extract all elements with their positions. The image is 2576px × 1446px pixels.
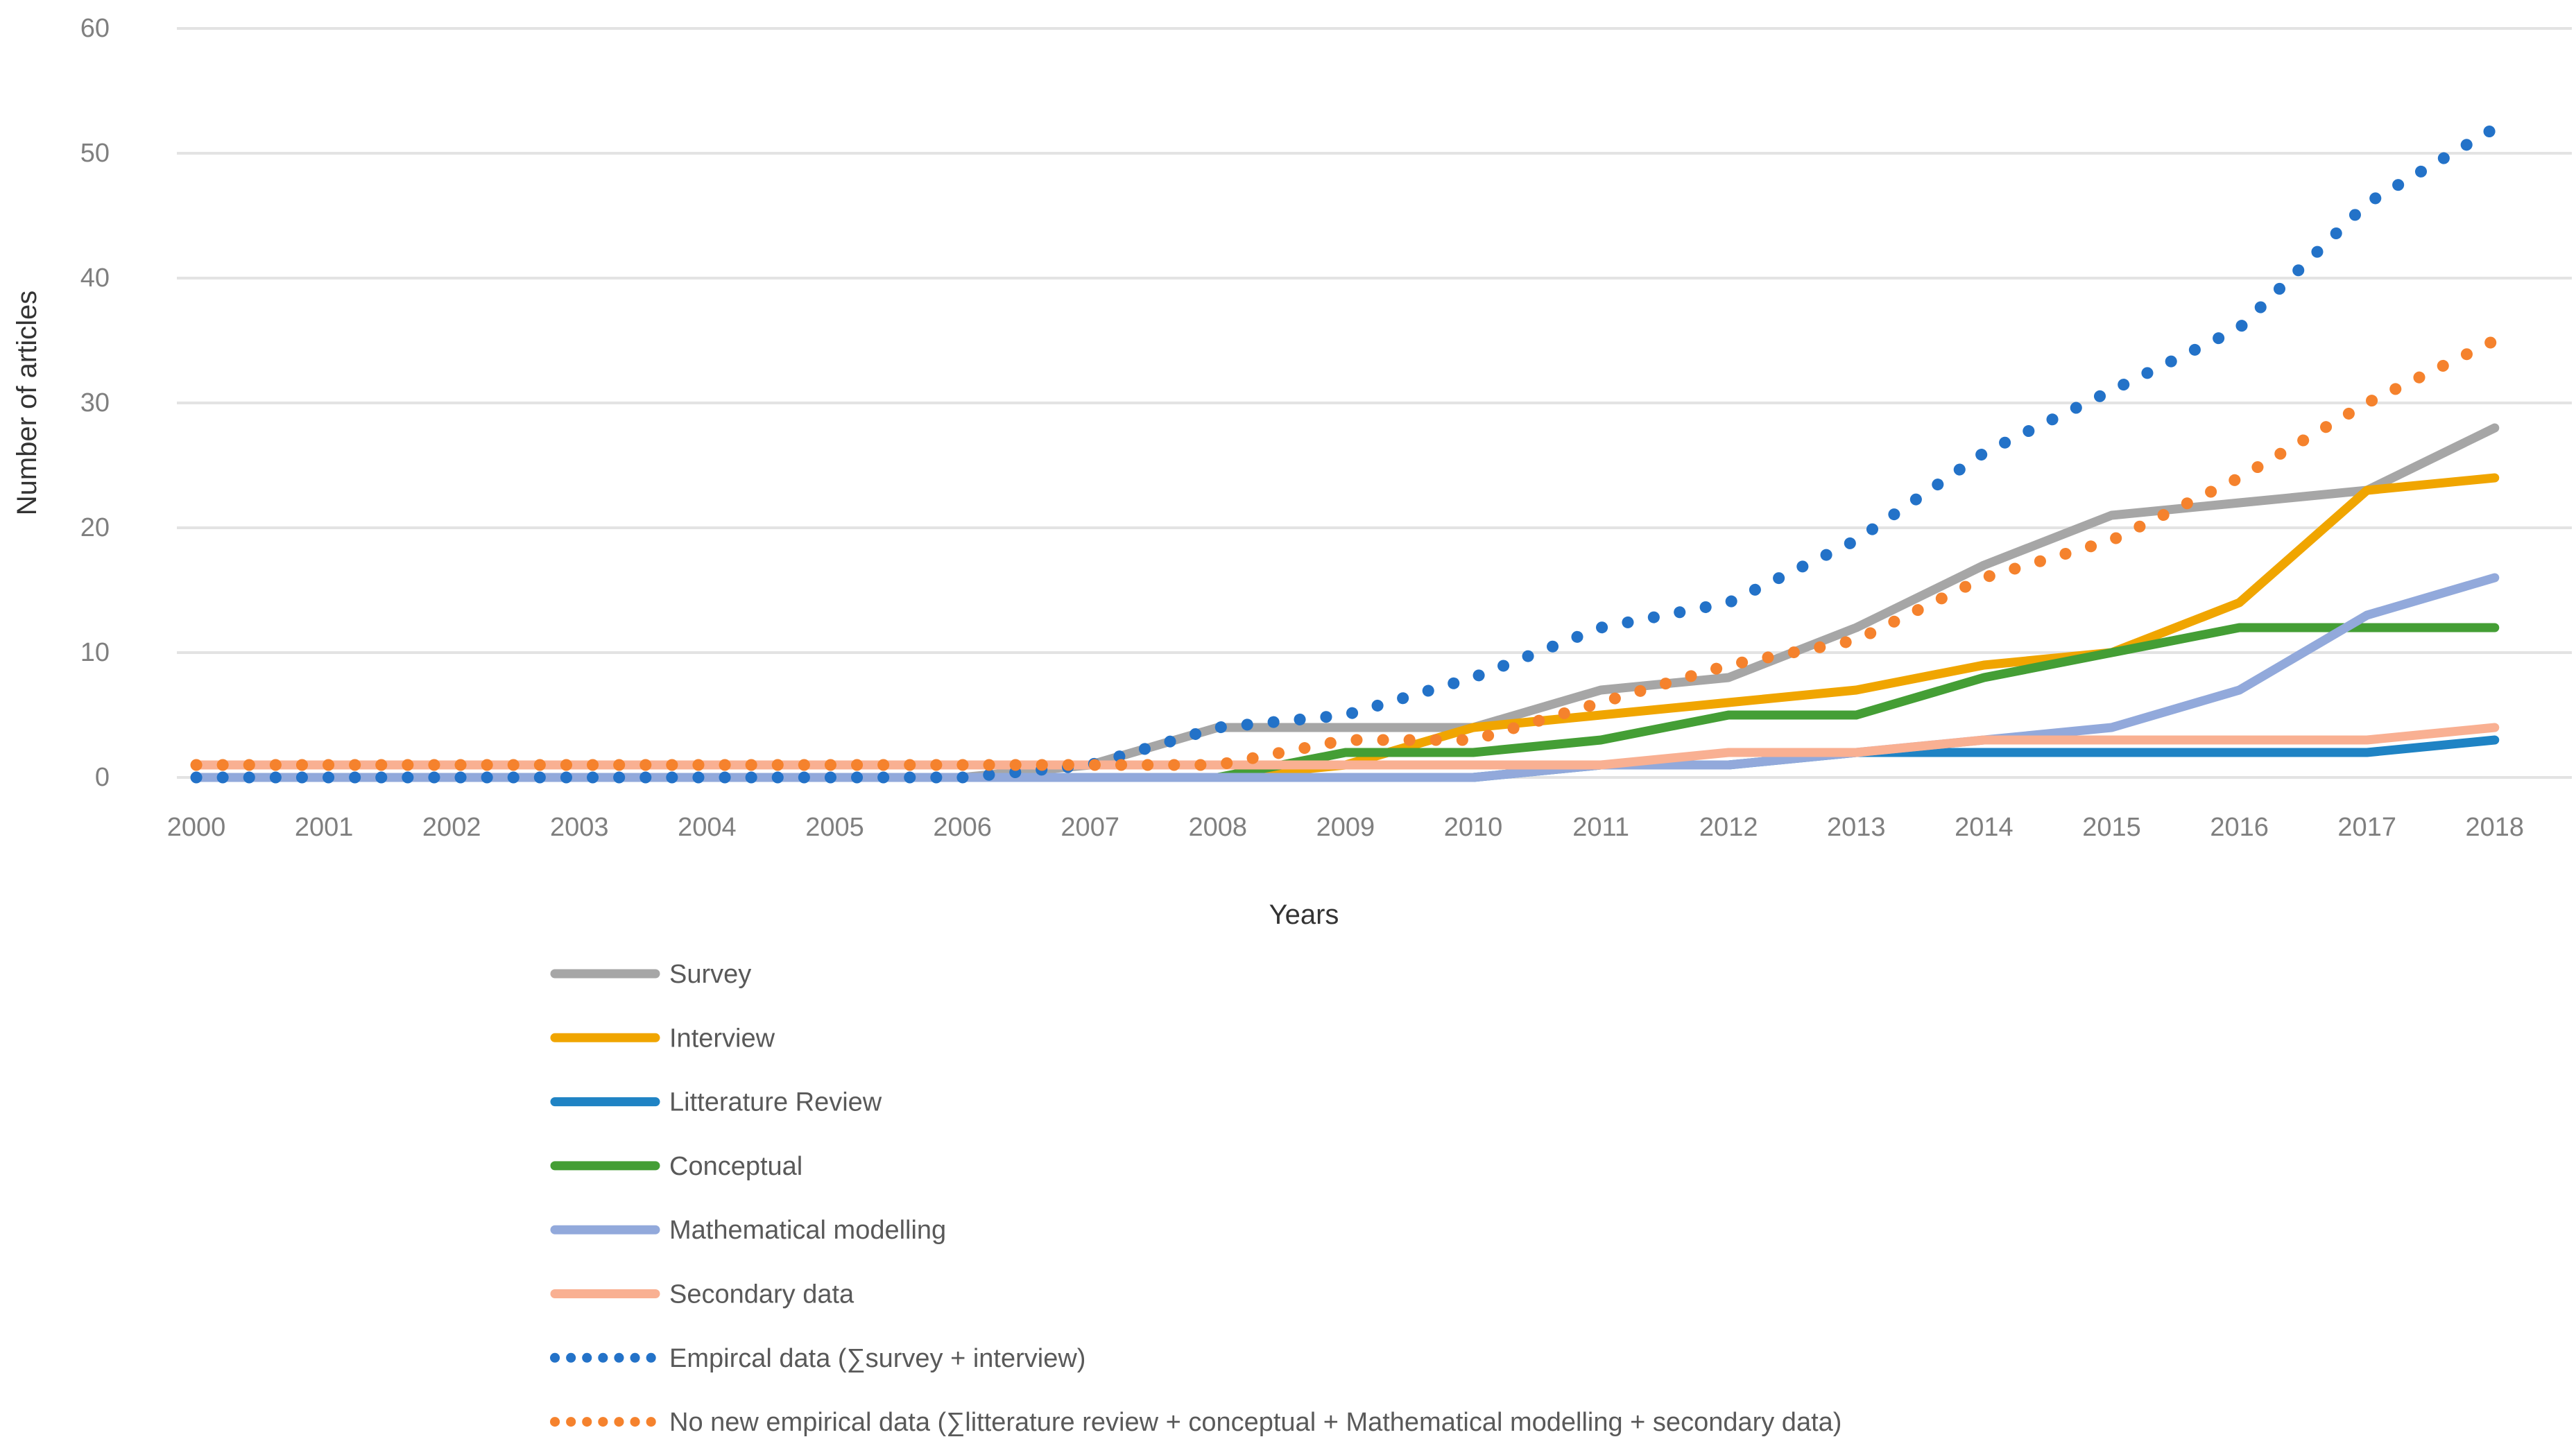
x-tick-label-2001: 2001 (295, 813, 354, 842)
y-tick-label-30: 30 (80, 388, 110, 418)
y-tick-label-10: 10 (80, 638, 110, 667)
x-tick-label-2017: 2017 (2337, 813, 2396, 842)
series-line-no-new-empirical-data-litterature-review-conceptual-mathematical-modelling-secondary-data (190, 334, 2501, 771)
series-line-secondary-data (191, 723, 2500, 770)
legend-label-2: Interview (669, 1024, 775, 1053)
y-axis-title: Number of articles (12, 291, 42, 516)
x-tick-label-2004: 2004 (678, 813, 737, 842)
x-tick-label-2003: 2003 (550, 813, 609, 842)
x-tick-label-2016: 2016 (2210, 813, 2269, 842)
y-tick-label-60: 60 (80, 14, 110, 43)
x-tick-label-2013: 2013 (1827, 813, 1886, 842)
x-tick-label-2018: 2018 (2466, 813, 2525, 842)
x-tick-label-2006: 2006 (933, 813, 992, 842)
y-tick-label-50: 50 (80, 139, 110, 168)
y-tick-label-0: 0 (95, 763, 110, 792)
legend-label-6: Secondary data (669, 1280, 855, 1309)
legend-label-8: No new empirical data (∑litterature revi… (669, 1408, 1841, 1437)
legend-label-1: Survey (669, 960, 751, 989)
x-tick-label-2008: 2008 (1189, 813, 1248, 842)
series-line-survey (191, 423, 2500, 782)
legend-label-3: Litterature Review (669, 1088, 882, 1117)
legend-label-7: Empircal data (∑survey + interview) (669, 1344, 1085, 1373)
x-tick-label-2011: 2011 (1572, 813, 1629, 842)
x-tick-label-2010: 2010 (1444, 813, 1503, 842)
x-tick-label-2014: 2014 (1955, 813, 2013, 842)
series-line-interview (191, 473, 2500, 782)
x-axis-title: Years (1269, 900, 1339, 930)
x-tick-label-2000: 2000 (167, 813, 226, 842)
x-tick-label-2009: 2009 (1316, 813, 1375, 842)
x-tick-label-2005: 2005 (805, 813, 864, 842)
legend-label-4: Conceptual (669, 1152, 802, 1181)
x-tick-label-2012: 2012 (1699, 813, 1758, 842)
x-tick-label-2007: 2007 (1061, 813, 1119, 842)
y-tick-label-20: 20 (80, 513, 110, 542)
x-tick-label-2015: 2015 (2082, 813, 2141, 842)
legend-label-5: Mathematical modelling (669, 1216, 946, 1245)
y-tick-label-40: 40 (80, 264, 110, 293)
x-tick-label-2002: 2002 (422, 813, 481, 842)
series-line-empircal-data-survey-interview (190, 122, 2501, 784)
series-line-mathematical-modelling (191, 573, 2500, 782)
